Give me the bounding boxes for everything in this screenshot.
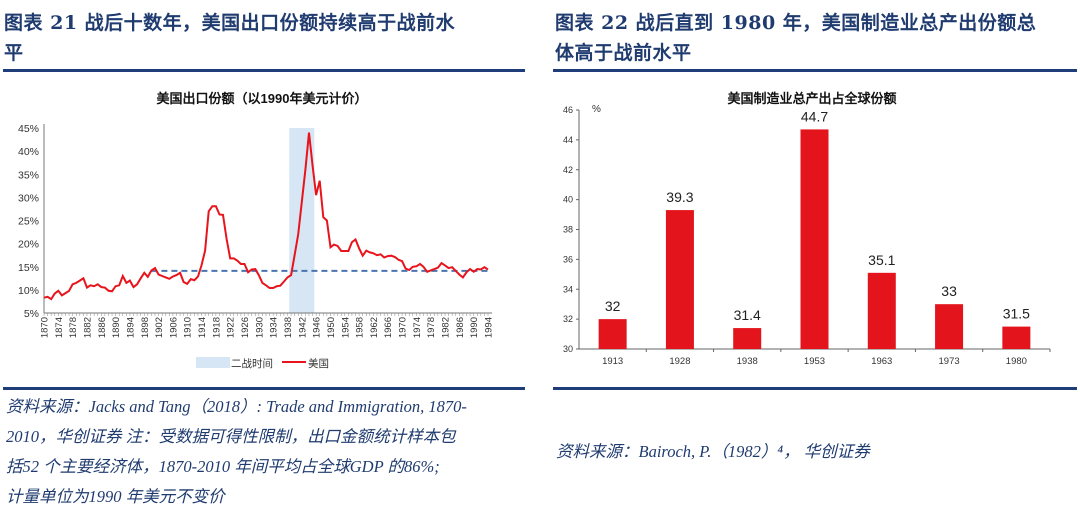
bar-1913 [598, 319, 627, 349]
note-line: 资料来源：Jacks and Tang（2018）: Trade and Imm… [6, 397, 467, 416]
x-tick-label: 1878 [68, 317, 79, 338]
x-tick-label: 1942 [297, 317, 308, 338]
legend-label-us: 美国 [308, 357, 329, 370]
x-tick-label: 1980 [1006, 356, 1027, 367]
data-label: 35.1 [868, 252, 895, 268]
left-heading-line2: 平 [4, 42, 24, 64]
x-tick-label: 1898 [140, 317, 151, 338]
note-line: 括52 个主要经济体，1870-2010 年间平均占全球GDP 的86%; [6, 457, 440, 476]
y-tick-label: 5% [24, 308, 39, 320]
x-tick-label: 1978 [426, 317, 437, 338]
x-tick-label: 1910 [183, 317, 194, 338]
data-label: 31.4 [734, 307, 761, 323]
x-tick-label: 1886 [97, 317, 108, 338]
export-share-line-chart: 美国出口份额（以1990年美元计价） 5% 10% 15% 20% 25% 30% 35% 40… [18, 91, 495, 370]
y-tick-label: 35% [18, 169, 39, 181]
y-tick-label: 30% [18, 192, 39, 204]
x-tick-label: 1894 [125, 317, 136, 338]
wwii-shaded-band [289, 128, 315, 313]
bar-1980 [1002, 326, 1031, 349]
chart-title: 美国制造业总产出占全球份额 [727, 91, 896, 106]
x-tick-label: 1954 [340, 317, 351, 338]
x-tick-label: 1950 [326, 317, 337, 338]
x-tick-label: 1934 [269, 317, 280, 338]
note-line: 计量单位为1990 年美元不变价 [6, 487, 225, 506]
x-tick-label: 1926 [240, 317, 251, 338]
x-tick-label: 1902 [154, 317, 165, 338]
bar-1928 [665, 210, 694, 349]
x-tick-label: 1994 [484, 317, 495, 338]
bar-1973 [935, 304, 964, 349]
left-footer-rule [3, 387, 525, 390]
x-tick-label: 1963 [871, 356, 892, 367]
data-label: 44.7 [801, 108, 828, 124]
manufacturing-share-bar-chart: 美国制造业总产出占全球份额% 30 32 34 36 38 40 42 44 46 32 1913 39… [563, 91, 1051, 367]
x-tick-label: 1990 [469, 317, 480, 338]
x-tick-label: 1874 [54, 317, 65, 338]
y-tick-label: 20% [18, 239, 39, 251]
y-tick-label: 40 [563, 195, 573, 205]
y-tick-label: 30 [563, 344, 573, 354]
left-heading-line1: 图表 21 战后十数年，美国出口份额持续高于战前水 [4, 12, 456, 34]
x-tick-label: 1882 [82, 317, 93, 338]
left-heading-rule [3, 69, 525, 72]
x-tick-label: 1922 [226, 317, 237, 338]
bar-1938 [733, 328, 762, 349]
data-label: 31.5 [1003, 306, 1030, 322]
x-tick-label: 1953 [804, 356, 825, 367]
data-label: 33 [941, 283, 957, 299]
y-tick-label: 46 [563, 105, 573, 115]
y-tick-label: 32 [563, 314, 573, 324]
right-heading-line1: 图表 22 战后直到 1980 年，美国制造业总产出份额总 [555, 12, 1037, 34]
right-figure-heading: 图表 22 战后直到 1980 年，美国制造业总产出份额总 体高于战前水平 [555, 8, 1080, 68]
y-tick-label: 25% [18, 216, 39, 228]
y-tick-label: 45% [18, 123, 39, 135]
right-heading-rule [553, 69, 1077, 72]
x-tick-label: 1946 [312, 317, 323, 338]
x-tick-label: 1913 [602, 356, 623, 367]
y-tick-label: 40% [18, 146, 39, 158]
y-tick-label: 42 [563, 165, 573, 175]
x-tick-label: 1966 [383, 317, 394, 338]
x-tick-label: 1982 [441, 317, 452, 338]
us-export-share-line [43, 132, 489, 301]
x-tick-label: 1914 [197, 317, 208, 338]
x-tick-label: 1890 [111, 317, 122, 338]
right-heading-line2: 体高于战前水平 [555, 42, 692, 64]
x-tick-label: 1986 [455, 317, 466, 338]
x-tick-label: 1930 [254, 317, 265, 338]
bar-1953 [800, 129, 829, 349]
y-tick-label: 15% [18, 262, 39, 274]
data-label: 32 [605, 298, 621, 314]
x-tick-label: 1938 [283, 317, 294, 338]
right-source-note: 资料来源：Bairoch, P.（1982）⁴， 华创证券 [556, 442, 870, 461]
legend-swatch-wwii [196, 357, 230, 368]
x-tick-label: 1962 [369, 317, 380, 338]
x-tick-label: 1958 [355, 317, 366, 338]
right-footer-rule [553, 387, 1077, 390]
note-line: 2010，华创证券 注：受数据可得性限制，出口金额统计样本包 [6, 427, 456, 446]
x-tick-label: 1906 [168, 317, 179, 338]
y-tick-label: 10% [18, 285, 39, 297]
bar-1963 [867, 272, 896, 349]
y-tick-label: 36 [563, 254, 573, 264]
y-tick-label: 34 [563, 284, 573, 294]
x-tick-label: 1938 [737, 356, 758, 367]
left-figure-heading: 图表 21 战后十数年，美国出口份额持续高于战前水 平 [4, 8, 524, 68]
x-tick-label: 1928 [669, 356, 690, 367]
x-tick-label: 1918 [211, 317, 222, 338]
y-unit-label: % [592, 104, 601, 115]
chart-title: 美国出口份额（以1990年美元计价） [157, 91, 368, 106]
x-tick-label: 1970 [398, 317, 409, 338]
x-tick-label: 1974 [412, 317, 423, 338]
left-source-note: 资料来源：Jacks and Tang（2018）: Trade and Imm… [6, 392, 531, 512]
y-tick-label: 44 [563, 135, 573, 145]
x-tick-label: 1870 [40, 317, 51, 338]
x-tick-label: 1973 [939, 356, 960, 367]
y-tick-label: 38 [563, 225, 573, 235]
legend-label-wwii: 二战时间 [231, 357, 273, 370]
data-label: 39.3 [666, 189, 693, 205]
